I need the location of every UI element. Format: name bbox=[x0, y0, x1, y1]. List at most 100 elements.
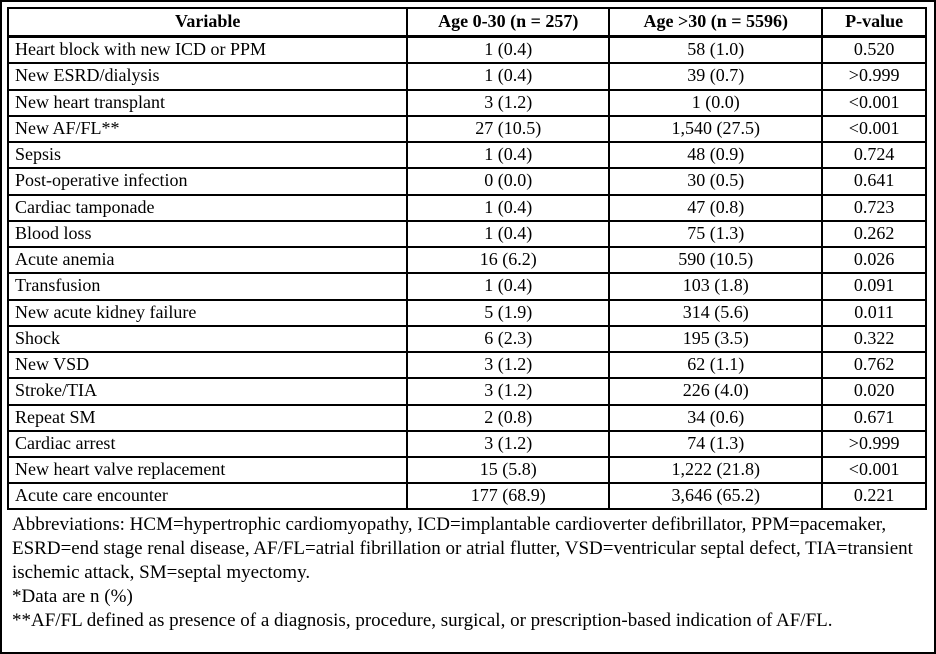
value-cell: 590 (10.5) bbox=[608, 246, 824, 275]
value-cell: 58 (1.0) bbox=[608, 35, 824, 65]
table-footnotes: Abbreviations: HCM=hypertrophic cardiomy… bbox=[7, 510, 929, 633]
value-cell: 62 (1.1) bbox=[608, 351, 824, 380]
variable-cell: Cardiac tamponade bbox=[6, 193, 409, 222]
table-row: Repeat SM 2 (0.8) 34 (0.6) 0.671 bbox=[6, 403, 927, 432]
table-row: Heart block with new ICD or PPM 1 (0.4) 58… bbox=[6, 35, 927, 65]
table-row: New ESRD/dialysis 1 (0.4) 39 (0.7) >0.999 bbox=[6, 62, 927, 91]
value-cell: >0.999 bbox=[821, 429, 927, 458]
column-header-age-over-30: Age >30 (n = 5596) bbox=[608, 7, 824, 39]
variable-cell: New AF/FL** bbox=[6, 114, 409, 144]
table-row: Cardiac arrest 3 (1.2) 74 (1.3) >0.999 bbox=[6, 429, 927, 458]
value-cell: 0 (0.0) bbox=[406, 167, 611, 196]
value-cell: 1 (0.4) bbox=[406, 141, 611, 170]
value-cell: 0.026 bbox=[821, 246, 927, 275]
variable-cell: Acute anemia bbox=[6, 246, 409, 275]
variable-cell: Sepsis bbox=[6, 141, 409, 170]
value-cell: 0.724 bbox=[821, 141, 927, 170]
value-cell: 1 (0.4) bbox=[406, 193, 611, 222]
value-cell: 1 (0.4) bbox=[406, 219, 611, 249]
value-cell: 0.221 bbox=[821, 482, 927, 511]
value-cell: 15 (5.8) bbox=[406, 455, 611, 485]
value-cell: 39 (0.7) bbox=[608, 62, 824, 91]
table-row: New heart transplant 3 (1.2) 1 (0.0) <0.001 bbox=[6, 88, 927, 117]
value-cell: 1 (0.0) bbox=[608, 88, 824, 117]
value-cell: 3 (1.2) bbox=[406, 429, 611, 458]
table-header: Variable Age 0-30 (n = 257) Age >30 (n =… bbox=[6, 7, 927, 39]
variable-cell: Heart block with new ICD or PPM bbox=[6, 35, 409, 65]
value-cell: 1 (0.4) bbox=[406, 272, 611, 301]
value-cell: 1 (0.4) bbox=[406, 62, 611, 91]
value-cell: >0.999 bbox=[821, 62, 927, 91]
variable-cell: New VSD bbox=[6, 351, 409, 380]
table-row: Blood loss 1 (0.4) 75 (1.3) 0.262 bbox=[6, 219, 927, 249]
column-header-age-0-30: Age 0-30 (n = 257) bbox=[406, 7, 611, 39]
value-cell: 226 (4.0) bbox=[608, 377, 824, 406]
variable-cell: Stroke/TIA bbox=[6, 377, 409, 406]
value-cell: 3 (1.2) bbox=[406, 377, 611, 406]
variable-cell: New heart transplant bbox=[6, 88, 409, 117]
value-cell: <0.001 bbox=[821, 114, 927, 144]
value-cell: 0.671 bbox=[821, 403, 927, 432]
value-cell: <0.001 bbox=[821, 88, 927, 117]
value-cell: 0.762 bbox=[821, 351, 927, 380]
value-cell: 30 (0.5) bbox=[608, 167, 824, 196]
variable-cell: Transfusion bbox=[6, 272, 409, 301]
table-row: New AF/FL** 27 (10.5) 1,540 (27.5) <0.001 bbox=[6, 114, 927, 144]
table-body: Heart block with new ICD or PPM 1 (0.4) 58… bbox=[6, 35, 927, 511]
value-cell: <0.001 bbox=[821, 455, 927, 485]
value-cell: 3 (1.2) bbox=[406, 88, 611, 117]
variable-cell: Shock bbox=[6, 324, 409, 354]
variable-cell: Acute care encounter bbox=[6, 482, 409, 511]
footnote-data-note: *Data are n (%) bbox=[12, 586, 133, 608]
variable-cell: New acute kidney failure bbox=[6, 298, 409, 327]
table-row: Acute care encounter 177 (68.9) 3,646 (65.… bbox=[6, 482, 927, 511]
table-row: Acute anemia 16 (6.2) 590 (10.5) 0.026 bbox=[6, 246, 927, 275]
value-cell: 16 (6.2) bbox=[406, 246, 611, 275]
value-cell: 103 (1.8) bbox=[608, 272, 824, 301]
value-cell: 75 (1.3) bbox=[608, 219, 824, 249]
table-row: New heart valve replacement 15 (5.8) 1,222… bbox=[6, 455, 927, 485]
value-cell: 0.641 bbox=[821, 167, 927, 196]
value-cell: 0.011 bbox=[821, 298, 927, 327]
table-row: Sepsis 1 (0.4) 48 (0.9) 0.724 bbox=[6, 141, 927, 170]
value-cell: 1,222 (21.8) bbox=[608, 455, 824, 485]
variable-cell: Cardiac arrest bbox=[6, 429, 409, 458]
value-cell: 1 (0.4) bbox=[406, 35, 611, 65]
value-cell: 34 (0.6) bbox=[608, 403, 824, 432]
value-cell: 5 (1.9) bbox=[406, 298, 611, 327]
variable-cell: Blood loss bbox=[6, 219, 409, 249]
value-cell: 0.723 bbox=[821, 193, 927, 222]
value-cell: 6 (2.3) bbox=[406, 324, 611, 354]
table-row: Stroke/TIA 3 (1.2) 226 (4.0) 0.020 bbox=[6, 377, 927, 406]
value-cell: 177 (68.9) bbox=[406, 482, 611, 511]
column-header-p-value: P-value bbox=[821, 7, 927, 39]
value-cell: 2 (0.8) bbox=[406, 403, 611, 432]
table-row: Shock 6 (2.3) 195 (3.5) 0.322 bbox=[6, 324, 927, 354]
value-cell: 3,646 (65.2) bbox=[608, 482, 824, 511]
footnote-abbreviations: Abbreviations: HCM=hypertrophic cardiomy… bbox=[12, 514, 913, 584]
value-cell: 3 (1.2) bbox=[406, 351, 611, 380]
table-row: New acute kidney failure 5 (1.9) 314 (5.6)… bbox=[6, 298, 927, 327]
header-row: Variable Age 0-30 (n = 257) Age >30 (n =… bbox=[6, 7, 927, 39]
variable-cell: Post-operative infection bbox=[6, 167, 409, 196]
complications-table: Variable Age 0-30 (n = 257) Age >30 (n =… bbox=[6, 7, 927, 511]
table-row: Transfusion 1 (0.4) 103 (1.8) 0.091 bbox=[6, 272, 927, 301]
value-cell: 74 (1.3) bbox=[608, 429, 824, 458]
table-row: Cardiac tamponade 1 (0.4) 47 (0.8) 0.723 bbox=[6, 193, 927, 222]
value-cell: 1,540 (27.5) bbox=[608, 114, 824, 144]
value-cell: 195 (3.5) bbox=[608, 324, 824, 354]
variable-cell: Repeat SM bbox=[6, 403, 409, 432]
column-header-variable: Variable bbox=[6, 7, 409, 39]
footnote-affl-definition: **AF/FL defined as presence of a diagnos… bbox=[12, 610, 833, 632]
table-row: Post-operative infection 0 (0.0) 30 (0.5) 0… bbox=[6, 167, 927, 196]
value-cell: 27 (10.5) bbox=[406, 114, 611, 144]
value-cell: 0.520 bbox=[821, 35, 927, 65]
value-cell: 0.020 bbox=[821, 377, 927, 406]
table-row: New VSD 3 (1.2) 62 (1.1) 0.762 bbox=[6, 351, 927, 380]
variable-cell: New heart valve replacement bbox=[6, 455, 409, 485]
value-cell: 47 (0.8) bbox=[608, 193, 824, 222]
value-cell: 48 (0.9) bbox=[608, 141, 824, 170]
value-cell: 314 (5.6) bbox=[608, 298, 824, 327]
value-cell: 0.322 bbox=[821, 324, 927, 354]
